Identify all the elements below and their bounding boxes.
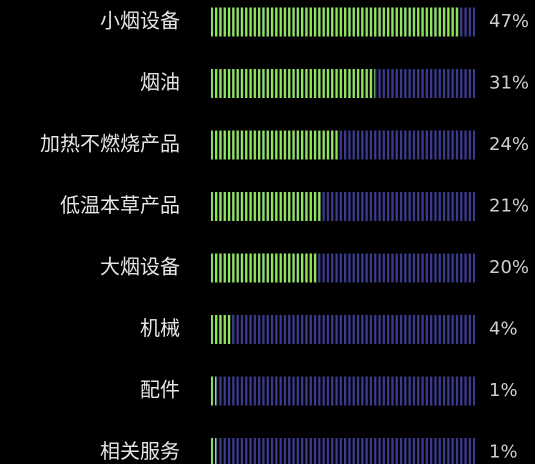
bar-track [211, 376, 475, 406]
bar-track [211, 315, 475, 344]
value-label: 1% [489, 380, 518, 401]
bar [211, 130, 338, 160]
category-label: 相关服务 [100, 439, 180, 463]
bar [211, 253, 317, 283]
category-label: 大烟设备 [100, 255, 180, 279]
category-label: 加热不燃烧产品 [40, 132, 180, 156]
category-label: 机械 [140, 316, 180, 340]
value-label: 47% [489, 11, 529, 32]
value-label: 20% [489, 257, 529, 278]
bar [211, 7, 460, 37]
category-label: 低温本草产品 [60, 193, 180, 217]
category-label: 配件 [140, 378, 180, 402]
bar [211, 192, 322, 221]
bar [211, 376, 217, 406]
bar [211, 438, 217, 464]
value-label: 31% [489, 73, 529, 94]
bar [211, 315, 233, 344]
value-label: 1% [489, 442, 518, 463]
category-label: 小烟设备 [100, 9, 180, 33]
bar [211, 69, 375, 98]
value-label: 24% [489, 134, 529, 155]
value-label: 4% [489, 319, 518, 340]
bar-track [211, 438, 475, 464]
category-label: 烟油 [140, 70, 180, 94]
value-label: 21% [489, 196, 529, 217]
